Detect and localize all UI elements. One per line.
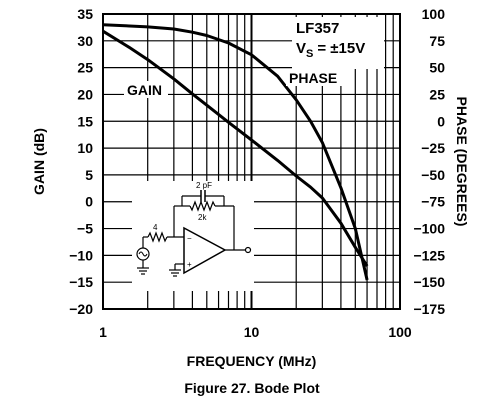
right-axis-ticks: 100 75 50 25 0 −25 −50 −75 −100 −125 −150 −175 (413, 6, 445, 317)
supply-value: = ±15V (317, 40, 365, 57)
y2-tick-label: 25 (429, 86, 445, 102)
phase-series-label: PHASE (289, 70, 337, 86)
annotation-box (292, 17, 384, 69)
source-wave (138, 251, 148, 257)
y-tick-label: 5 (85, 167, 93, 183)
feedback-resistor-label: 2k (198, 213, 207, 222)
series-line-phase (102, 23, 369, 281)
y2-tick-label: −175 (413, 301, 445, 317)
opamp-minus: − (187, 234, 192, 243)
x-tick-label: 1 (99, 324, 107, 340)
amplifier-schematic: − + 4 2k 2 pF (132, 181, 254, 291)
x-tick-label: 10 (244, 324, 260, 340)
y-tick-label: 15 (77, 113, 93, 129)
phase-label-bg (286, 69, 343, 86)
device-label: LF357 (296, 20, 339, 37)
figure-caption: Figure 27. Bode Plot (184, 380, 320, 396)
y2-axis-label: PHASE (DEGREES) (454, 97, 470, 227)
gain-label-bg (124, 81, 168, 98)
y-tick-label: 20 (77, 86, 93, 102)
y2-tick-label: −150 (413, 274, 445, 290)
y-tick-label: −15 (69, 274, 93, 290)
x-axis-ticks: 1 10 100 (99, 324, 412, 340)
capacitor-label: 2 pF (196, 181, 212, 190)
input-resistor-label: 4 (153, 223, 158, 232)
y2-tick-label: −125 (413, 247, 445, 263)
plot-frame (102, 13, 401, 310)
y2-tick-label: −50 (421, 167, 445, 183)
supply-prefix: V (296, 40, 306, 57)
y-tick-label: 35 (77, 6, 93, 22)
opamp-plus: + (187, 260, 192, 269)
y-tick-label: 10 (77, 140, 93, 156)
y-tick-label: −20 (69, 301, 93, 317)
left-axis-ticks: 35 30 25 20 15 10 5 0 −5 −10 −15 −20 (69, 6, 93, 317)
x-axis-label: FREQUENCY (MHz) (187, 353, 317, 369)
y-tick-label: 0 (85, 194, 93, 210)
y2-tick-label: 50 (429, 60, 445, 76)
y-tick-label: 25 (77, 60, 93, 76)
y2-tick-label: 75 (429, 33, 445, 49)
y-tick-label: −5 (77, 221, 93, 237)
supply-subscript: S (306, 48, 313, 60)
y-axis-label: GAIN (dB) (31, 128, 47, 195)
opamp-icon (183, 226, 227, 275)
y-tick-label: 30 (77, 33, 93, 49)
x-tick-label: 100 (388, 324, 412, 340)
y2-tick-label: 100 (422, 6, 446, 22)
output-terminal-icon (244, 246, 252, 254)
y2-tick-label: −25 (421, 140, 445, 156)
y-tick-label: −10 (69, 247, 93, 263)
supply-label: VS = ±15V (296, 40, 365, 60)
y2-tick-label: 0 (437, 113, 445, 129)
input-resistor-icon (147, 231, 168, 243)
gain-series-label: GAIN (127, 82, 162, 98)
y2-tick-label: −75 (421, 194, 445, 210)
series-lines (102, 23, 369, 281)
feedback-resistor-icon (189, 200, 216, 212)
y2-tick-label: −100 (413, 221, 445, 237)
series-line-gain (102, 29, 369, 267)
